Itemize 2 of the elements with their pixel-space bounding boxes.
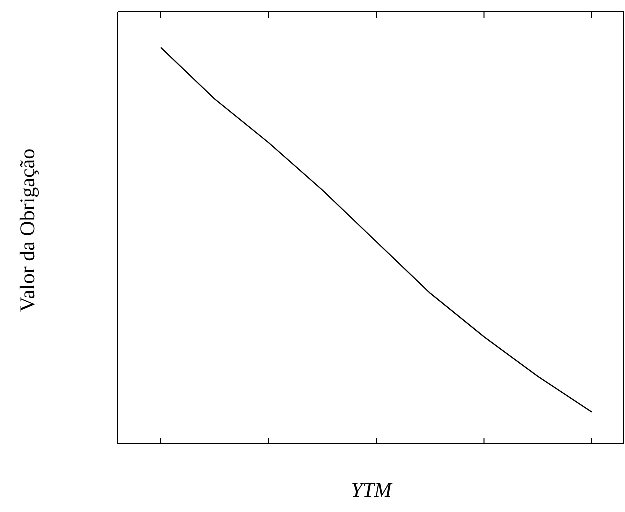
x-axis-title: YTM [350, 478, 394, 503]
y-axis-title: Valor da Obrigação [16, 148, 40, 314]
